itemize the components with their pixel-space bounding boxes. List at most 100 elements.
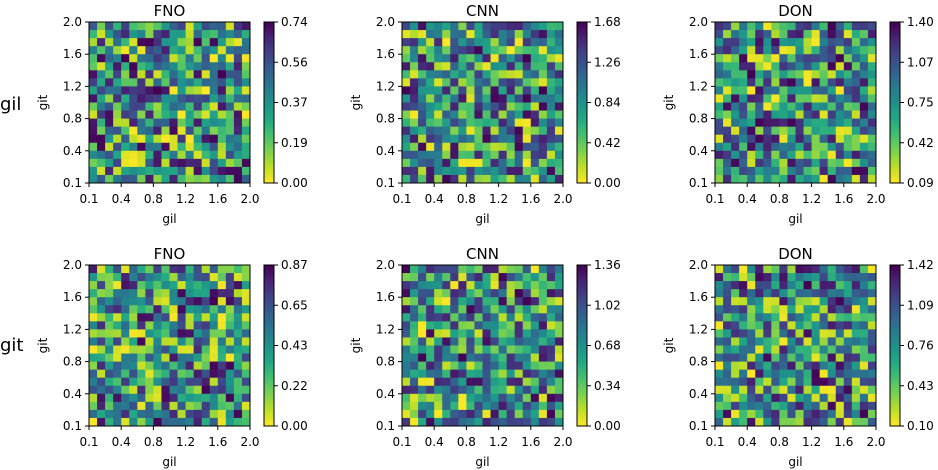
heatmap-cell bbox=[418, 329, 427, 338]
heatmap-cell bbox=[795, 329, 804, 338]
heatmap-cell bbox=[201, 337, 211, 346]
heatmap-cell bbox=[129, 134, 138, 144]
heatmap-cell bbox=[410, 150, 419, 160]
heatmap-cell bbox=[731, 134, 740, 144]
heatmap-cell bbox=[153, 150, 162, 160]
heatmap-cell bbox=[763, 126, 772, 136]
heatmap-cell bbox=[498, 281, 508, 290]
heatmap-cell bbox=[217, 38, 227, 47]
heatmap-cell bbox=[233, 54, 243, 63]
heatmap-cell bbox=[843, 158, 853, 168]
heatmap-cell bbox=[851, 385, 861, 395]
heatmap-cell bbox=[554, 401, 564, 411]
colorbar-tick-label: 0.37 bbox=[281, 96, 308, 110]
heatmap-cell bbox=[426, 377, 435, 387]
heatmap-cell bbox=[819, 417, 829, 427]
heatmap-cell bbox=[153, 313, 162, 322]
heatmap-cell bbox=[145, 174, 154, 184]
heatmap-cell bbox=[241, 78, 251, 87]
heatmap-cell bbox=[450, 305, 459, 314]
heatmap-cell bbox=[851, 62, 861, 71]
heatmap-cell bbox=[169, 110, 178, 119]
heatmap-cell bbox=[715, 166, 724, 176]
heatmap-cell bbox=[747, 329, 756, 338]
heatmap-cell bbox=[803, 30, 812, 39]
heatmap-cell bbox=[442, 118, 451, 128]
heatmap-cell bbox=[402, 305, 411, 314]
heatmap-cell bbox=[506, 102, 516, 111]
heatmap-cell bbox=[145, 134, 154, 144]
heatmap-cell bbox=[739, 417, 748, 427]
heatmap-cell bbox=[193, 313, 203, 322]
heatmap-cell bbox=[859, 281, 869, 290]
heatmap-cell bbox=[747, 70, 756, 79]
heatmap-cell bbox=[811, 38, 821, 47]
heatmap-cell bbox=[867, 353, 877, 362]
heatmap-cell bbox=[490, 297, 499, 306]
heatmap-cell bbox=[747, 46, 756, 55]
heatmap-cell bbox=[811, 369, 821, 379]
heatmap-cell bbox=[859, 393, 869, 403]
heatmap-cell bbox=[482, 385, 491, 395]
heatmap-cell bbox=[498, 54, 508, 63]
subplot-title: FNO bbox=[154, 2, 186, 20]
heatmap-cell bbox=[201, 393, 211, 403]
x-tick-label: 1.6 bbox=[521, 192, 540, 206]
heatmap-cell bbox=[506, 345, 516, 354]
heatmap-cell bbox=[450, 265, 459, 274]
heatmap-cell bbox=[442, 305, 451, 314]
heatmap-cell bbox=[867, 409, 877, 419]
heatmap-cell bbox=[490, 150, 499, 160]
heatmap-cell bbox=[851, 150, 861, 160]
heatmap-cell bbox=[538, 329, 548, 338]
heatmap-cell bbox=[811, 110, 821, 119]
heatmap-cell bbox=[209, 174, 219, 184]
axes-frame bbox=[401, 21, 564, 184]
heatmap-cell bbox=[723, 297, 732, 306]
heatmap-cell bbox=[851, 361, 861, 371]
heatmap-cell bbox=[241, 54, 251, 63]
heatmap-cell bbox=[530, 142, 540, 152]
heatmap-cell bbox=[763, 369, 772, 379]
heatmap-cell bbox=[177, 281, 186, 290]
heatmap-cell bbox=[233, 46, 243, 55]
heatmap-cell bbox=[209, 38, 219, 47]
heatmap-cell bbox=[177, 297, 186, 306]
x-tick-label: 0.1 bbox=[392, 435, 411, 449]
heatmap-cell bbox=[771, 409, 780, 419]
heatmap-cell bbox=[811, 393, 821, 403]
heatmap-cell bbox=[851, 369, 861, 379]
heatmap-cell bbox=[819, 281, 829, 290]
heatmap-cell bbox=[113, 54, 122, 63]
heatmap-cell bbox=[233, 150, 243, 160]
heatmap-cell bbox=[233, 142, 243, 152]
heatmap-cell bbox=[506, 393, 516, 403]
heatmap-cell bbox=[522, 134, 532, 144]
heatmap-cell bbox=[410, 38, 419, 47]
colorbar-tick-label: 0.34 bbox=[594, 379, 621, 393]
subplot-title: DON bbox=[778, 245, 813, 263]
heatmap-cell bbox=[771, 102, 780, 111]
heatmap-cell bbox=[161, 377, 170, 387]
x-tick-label: 0.1 bbox=[705, 435, 724, 449]
heatmap-cell bbox=[731, 158, 740, 168]
heatmap-cell bbox=[137, 70, 146, 79]
heatmap-cell bbox=[466, 166, 475, 176]
heatmap-cell bbox=[434, 377, 443, 387]
heatmap-cell bbox=[153, 273, 162, 282]
heatmap-cell bbox=[498, 345, 508, 354]
heatmap-cell bbox=[867, 118, 877, 128]
heatmap-cell bbox=[426, 337, 435, 346]
heatmap-cell bbox=[113, 321, 122, 330]
heatmap-cell bbox=[121, 54, 130, 63]
heatmap-cell bbox=[209, 142, 219, 152]
heatmap-cell bbox=[723, 401, 732, 411]
heatmap-cell bbox=[715, 353, 724, 362]
heatmap-cell bbox=[193, 321, 203, 330]
heatmap-cell bbox=[763, 417, 772, 427]
heatmap-cell bbox=[538, 22, 548, 31]
heatmap-cell bbox=[506, 361, 516, 371]
heatmap-cell bbox=[97, 401, 106, 411]
heatmap-cell bbox=[851, 70, 861, 79]
